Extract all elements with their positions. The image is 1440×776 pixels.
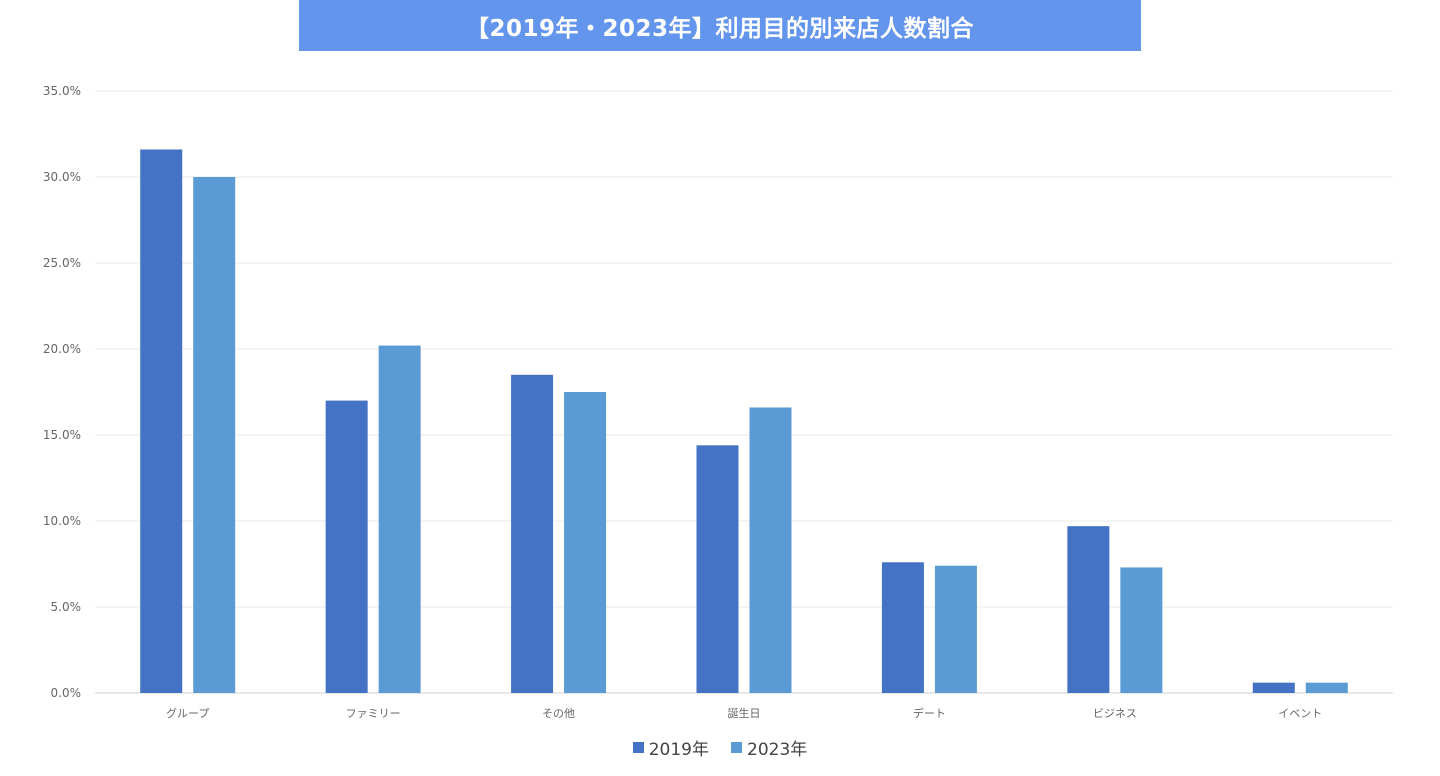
legend: 2019年 2023年 <box>0 735 1440 760</box>
y-tick-label: 15.0% <box>43 428 81 442</box>
bar-2019[interactable] <box>696 445 739 693</box>
legend-item-2019[interactable]: 2019年 <box>632 735 709 760</box>
chart-title-text: 【2019年・2023年】利用目的別来店人数割合 <box>465 15 975 42</box>
chart-title: 【2019年・2023年】利用目的別来店人数割合 <box>299 0 1141 51</box>
bar-2019[interactable] <box>1067 526 1110 693</box>
y-axis-ticks: 0.0% 5.0% 10.0% 15.0% 20.0% 25.0% 30.0% 35.0% <box>43 84 81 700</box>
x-tick-label: 誕生日 <box>728 706 761 720</box>
x-tick-label: イベント <box>1278 707 1322 720</box>
bar-2019[interactable] <box>881 562 924 693</box>
legend-swatch-2023 <box>731 742 742 753</box>
y-tick-label: 20.0% <box>43 342 81 356</box>
x-tick-label: ファミリー <box>346 707 401 720</box>
y-tick-label: 10.0% <box>43 514 81 528</box>
bar-2019[interactable] <box>140 149 183 694</box>
bars <box>140 149 1348 694</box>
bar-2023[interactable] <box>1305 682 1348 693</box>
y-tick-label: 25.0% <box>43 256 81 270</box>
y-tick-label: 0.0% <box>51 686 82 700</box>
x-tick-label: その他 <box>542 707 575 720</box>
legend-label-2023: 2023年 <box>747 740 808 760</box>
bar-2023[interactable] <box>934 565 977 693</box>
x-tick-label: グループ <box>166 706 209 720</box>
bar-2023[interactable] <box>193 177 236 693</box>
bar-2023[interactable] <box>749 407 792 693</box>
legend-item-2023[interactable]: 2023年 <box>731 735 807 760</box>
y-tick-label: 30.0% <box>43 170 81 184</box>
bar-2019[interactable] <box>1252 682 1295 693</box>
legend-swatch-2019 <box>632 742 644 753</box>
bar-2023[interactable] <box>1120 567 1163 693</box>
bar-2019[interactable] <box>325 400 368 693</box>
bar-2023[interactable] <box>564 392 607 693</box>
gridlines <box>95 90 1393 694</box>
legend-label-2019: 2019年 <box>648 740 709 760</box>
x-tick-label: デート <box>913 706 946 720</box>
y-tick-label: 35.0% <box>43 84 81 98</box>
y-tick-label: 5.0% <box>51 600 82 614</box>
bar-2019[interactable] <box>511 374 554 693</box>
x-tick-label: ビジネス <box>1093 707 1137 720</box>
x-axis-ticks: グループ ファミリー その他 誕生日 デート ビジネス イベント <box>166 706 1322 720</box>
bar-2023[interactable] <box>378 345 421 693</box>
